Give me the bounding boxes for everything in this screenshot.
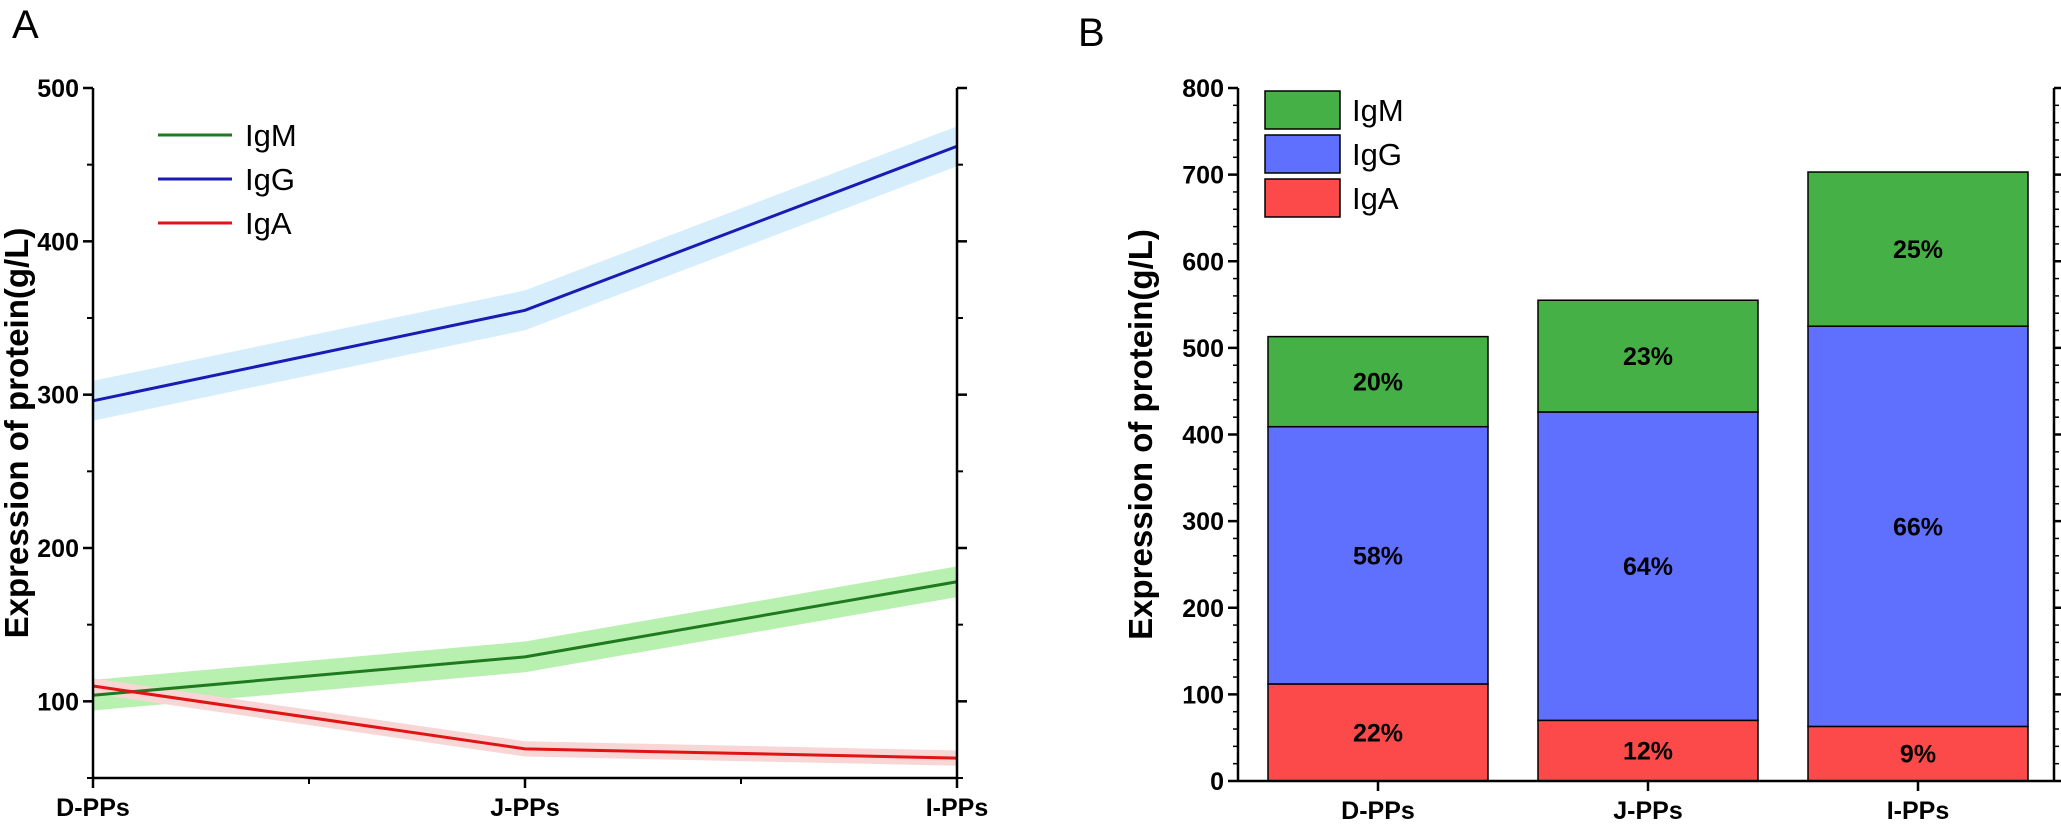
y-tick-label: 100 xyxy=(1182,681,1224,709)
bar-segment-iga xyxy=(1537,719,1759,782)
x-tick-label: I-PPs xyxy=(1887,797,1950,825)
panel-b-letter: B xyxy=(1078,11,1105,55)
bar-segment-igg xyxy=(1537,411,1759,722)
legend-label-igm: IgM xyxy=(1352,93,1404,128)
band-igm xyxy=(93,566,957,711)
y-tick-label: 500 xyxy=(37,75,79,103)
bar-segment-igg xyxy=(1267,425,1489,685)
bar-percent-label: 58% xyxy=(1353,542,1403,570)
bar-percent-label: 64% xyxy=(1623,553,1673,581)
panel-a-letter: A xyxy=(12,3,39,47)
bar-percent-label: 25% xyxy=(1893,236,1943,264)
y-axis-title: Expression of protein(g/L) xyxy=(1122,229,1159,640)
y-tick-label: 400 xyxy=(1182,422,1224,450)
line-chart-panel-a: 100 200 300 400 500 D-PPs J-PPs I-PPs Expression… xyxy=(0,75,988,822)
bar-percent-label: 66% xyxy=(1893,513,1943,541)
legend-label-iga: IgA xyxy=(1352,181,1399,216)
x-tick-label: D-PPs xyxy=(1341,797,1415,825)
legend-label-iga: IgA xyxy=(245,206,292,241)
x-tick-label: J-PPs xyxy=(490,794,559,822)
legend-label-igg: IgG xyxy=(245,162,295,197)
x-tick-label: D-PPs xyxy=(56,794,130,822)
bar-segment-igm xyxy=(1537,299,1759,413)
bar-percent-label: 22% xyxy=(1353,719,1403,747)
bar-segment-igm xyxy=(1807,171,2029,327)
y-tick-label: 0 xyxy=(1210,768,1224,796)
y-tick-label: 500 xyxy=(1182,335,1224,363)
bar-segment-igg xyxy=(1807,325,2029,728)
series-line-igm xyxy=(92,580,958,697)
y-tick-label: 200 xyxy=(1182,595,1224,623)
y-tick-label: 300 xyxy=(1182,508,1224,536)
y-tick-label: 600 xyxy=(1182,248,1224,276)
y-tick-label: 700 xyxy=(1182,162,1224,190)
stacked-bar-chart-panel-b: 22% 58% 20% 12% 64% 23% 9% 66% 25% 0 100 200 300 400 5… xyxy=(1122,75,2061,825)
bar-percent-label: 12% xyxy=(1623,738,1673,766)
bar-segment-igm xyxy=(1267,335,1489,428)
bar-percent-label: 23% xyxy=(1623,343,1673,371)
y-axis-title: Expression of protein(g/L) xyxy=(0,228,35,639)
legend-swatch-igm xyxy=(1264,90,1341,130)
legend-swatch-iga xyxy=(1264,178,1341,218)
x-tick-label: I-PPs xyxy=(926,794,989,822)
y-tick-label: 200 xyxy=(37,535,79,563)
y-tick-label: 100 xyxy=(37,688,79,716)
series-line-igg xyxy=(92,144,958,403)
y-tick-label: 400 xyxy=(37,228,79,256)
series-line-iga xyxy=(92,684,958,760)
y-tick-label: 800 xyxy=(1182,75,1224,103)
y-tick-label: 300 xyxy=(37,382,79,410)
legend-swatch-igg xyxy=(1264,134,1341,174)
bar-percent-label: 20% xyxy=(1353,369,1403,397)
bar-percent-label: 9% xyxy=(1900,741,1936,769)
band-igg xyxy=(93,126,957,421)
legend-label-igm: IgM xyxy=(245,118,297,153)
legend-label-igg: IgG xyxy=(1352,137,1402,172)
x-tick-label: J-PPs xyxy=(1613,797,1682,825)
